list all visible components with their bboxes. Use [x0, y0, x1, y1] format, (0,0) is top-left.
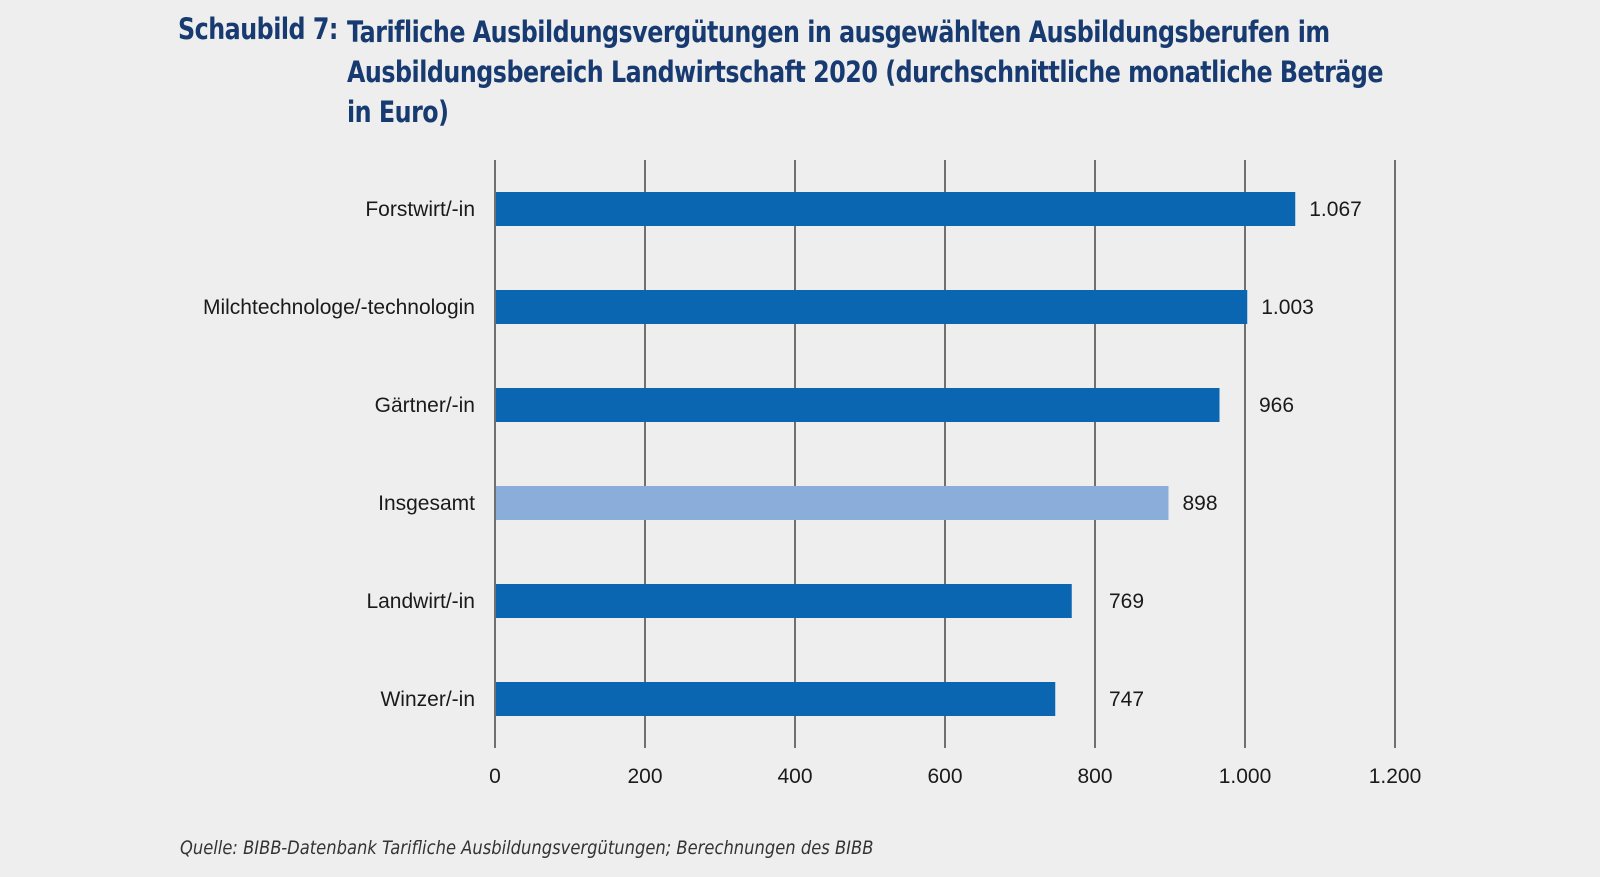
category-label: Gärtner/-in — [375, 394, 475, 417]
value-label: 1.067 — [1309, 198, 1362, 221]
bar-landwirt-in — [496, 584, 1072, 618]
bar-insgesamt — [496, 486, 1169, 520]
x-tick-label: 400 — [777, 765, 812, 788]
x-tick-label: 1.200 — [1369, 765, 1422, 788]
value-label: 966 — [1259, 394, 1294, 417]
chart-title-line-1: Tarifliche Ausbildungsvergütungen in aus… — [347, 15, 1330, 49]
category-label: Winzer/-in — [380, 688, 475, 711]
gridlines — [494, 160, 1396, 748]
category-labels: Forstwirt/-in Milchtechnologe/-technologi… — [203, 198, 475, 711]
category-label: Insgesamt — [378, 492, 475, 515]
x-tick-label: 1.000 — [1219, 765, 1272, 788]
value-labels: 1.067 1.003 966 898 769 747 — [1109, 198, 1362, 711]
chart-title: Tarifliche Ausbildungsvergütungen in aus… — [347, 12, 1384, 132]
chart-title-prefix: Schaubild 7: — [178, 12, 338, 46]
value-label: 747 — [1109, 688, 1144, 711]
bar-gärtner-in — [496, 388, 1220, 422]
category-label: Landwirt/-in — [366, 590, 475, 613]
chart-title-line-2: Ausbildungsbereich Landwirtschaft 2020 (… — [347, 55, 1384, 89]
source-note: Quelle: BIBB-Datenbank Tarifliche Ausbil… — [180, 837, 874, 859]
category-label: Forstwirt/-in — [365, 198, 475, 221]
bars — [496, 192, 1296, 716]
value-label: 1.003 — [1261, 296, 1314, 319]
category-label: Milchtechnologe/-technologin — [203, 296, 475, 319]
x-axis-tick-labels: 0 200 400 600 800 1.000 1.200 — [489, 765, 1421, 788]
bar-winzer-in — [496, 682, 1056, 716]
chart-title-line-3: in Euro) — [347, 95, 449, 129]
value-label: 769 — [1109, 590, 1144, 613]
value-label: 898 — [1183, 492, 1218, 515]
x-tick-label: 800 — [1077, 765, 1112, 788]
x-tick-label: 600 — [927, 765, 962, 788]
bar-milchtechnologe-technologin — [496, 290, 1248, 324]
bar-forstwirt-in — [496, 192, 1296, 226]
x-tick-label: 0 — [489, 765, 501, 788]
x-tick-label: 200 — [627, 765, 662, 788]
